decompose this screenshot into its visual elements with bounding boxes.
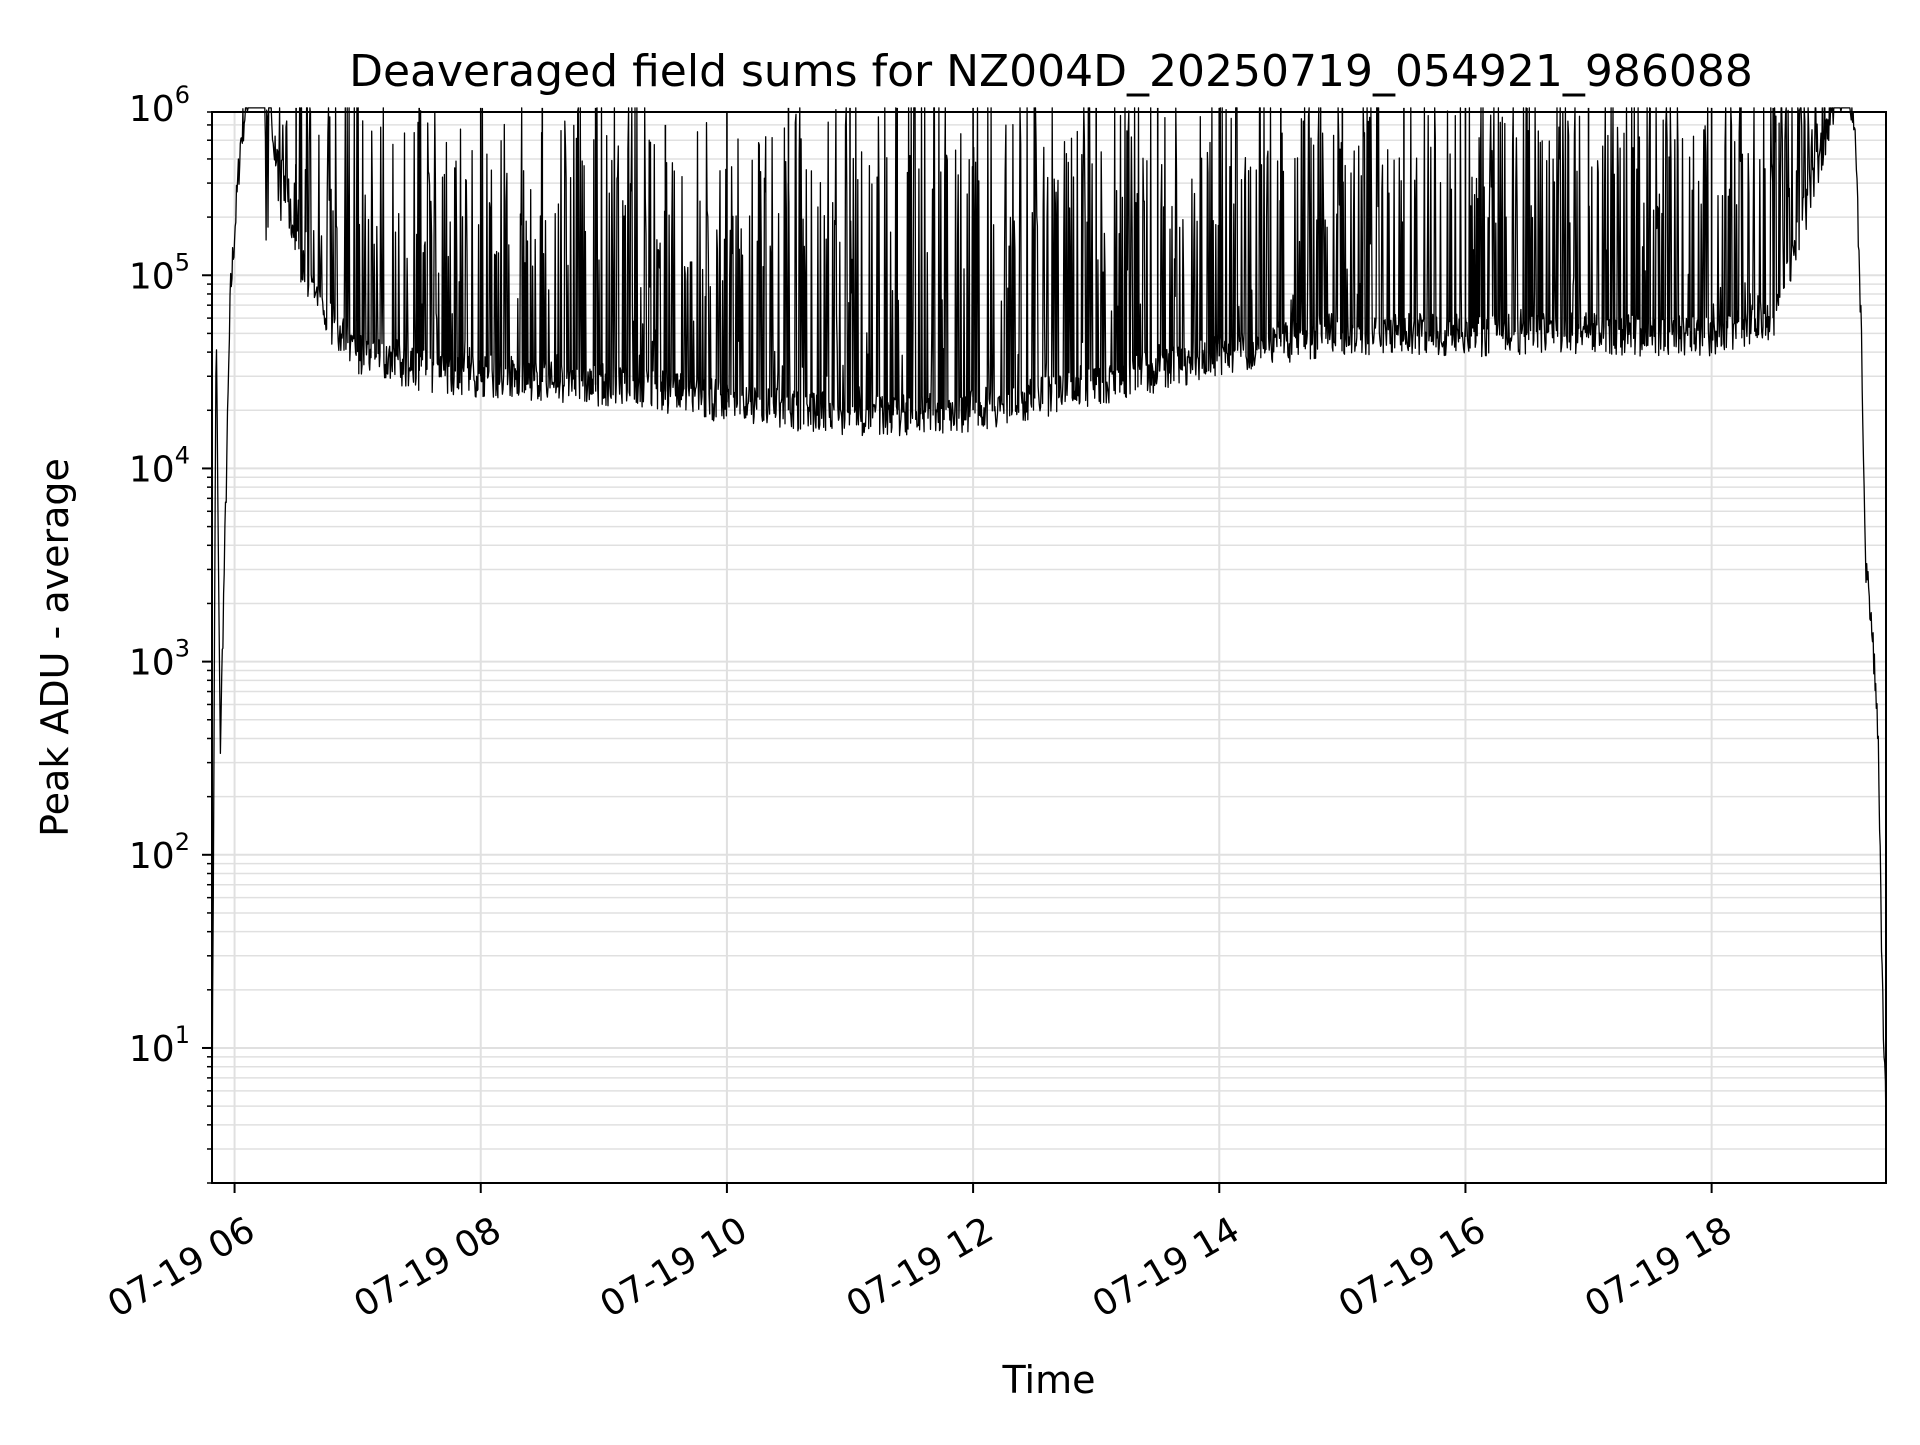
y-tick-exponent: 1 (175, 1021, 190, 1049)
x-axis-label: Time (1002, 1358, 1096, 1402)
data-layer (211, 107, 1887, 1171)
y-tick-label: 104 (129, 441, 190, 490)
y-tick-exponent: 4 (175, 441, 190, 469)
y-tick-exponent: 2 (175, 828, 190, 856)
y-tick-exponent: 6 (175, 81, 190, 109)
y-tick-base: 10 (129, 256, 175, 297)
y-tick-base: 10 (129, 1029, 175, 1070)
y-tick-label: 105 (129, 248, 190, 297)
y-tick-base: 10 (129, 449, 175, 490)
y-axis-label: Peak ADU - average (33, 458, 77, 837)
data-series-line (211, 107, 1887, 1171)
y-tick-label: 106 (129, 81, 190, 130)
y-tick-label: 101 (129, 1021, 190, 1070)
y-tick-base: 10 (129, 89, 175, 130)
plot-area-frame (211, 111, 1887, 1184)
y-tick-label: 102 (129, 828, 190, 877)
y-tick-base: 10 (129, 836, 175, 877)
y-tick-exponent: 3 (175, 635, 190, 663)
y-tick-exponent: 5 (175, 248, 190, 276)
y-tick-label: 103 (129, 635, 190, 684)
chart-title: Deaveraged field sums for NZ004D_2025071… (349, 46, 1753, 97)
y-tick-base: 10 (129, 643, 175, 684)
